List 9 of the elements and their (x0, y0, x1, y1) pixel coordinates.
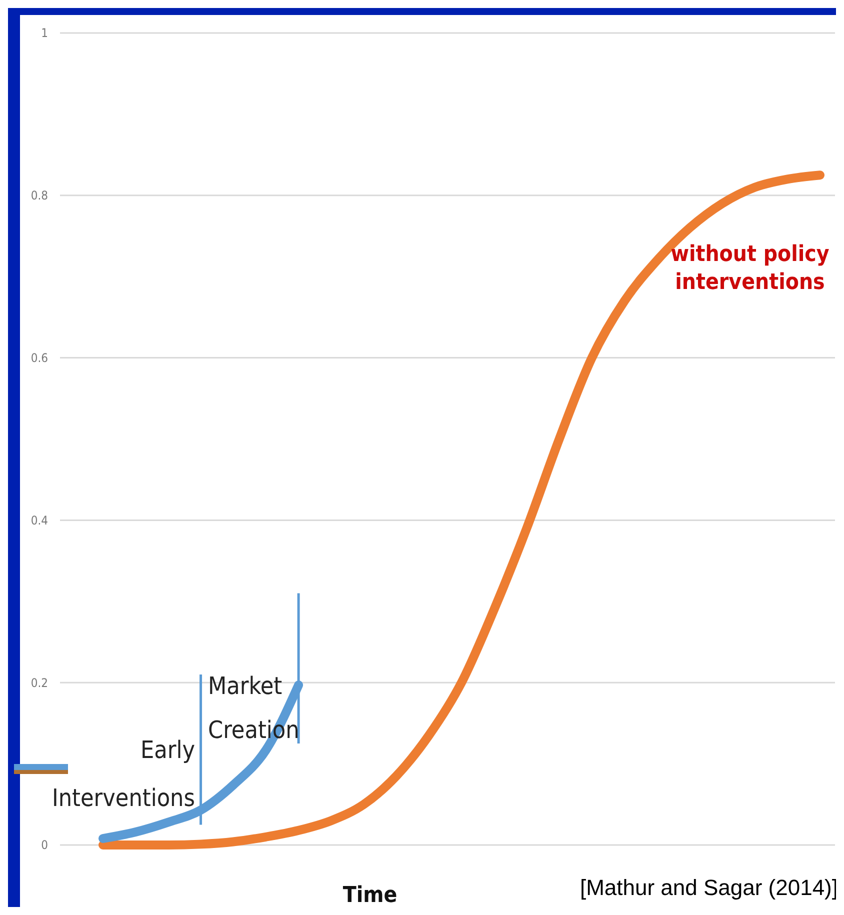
y-tick-label: 0.2 (30, 676, 48, 690)
annotation: Early Interventions (52, 736, 196, 812)
y-tick-label: 0.6 (30, 351, 48, 365)
y-tick-label: 0.8 (30, 188, 48, 203)
y-tick-label: 0 (41, 838, 48, 852)
y-tick-label: 0.4 (30, 513, 48, 528)
x-axis-title: Time (342, 883, 398, 908)
annotation: without policy interventions (670, 242, 830, 295)
y-tick-label: 1 (41, 26, 48, 40)
